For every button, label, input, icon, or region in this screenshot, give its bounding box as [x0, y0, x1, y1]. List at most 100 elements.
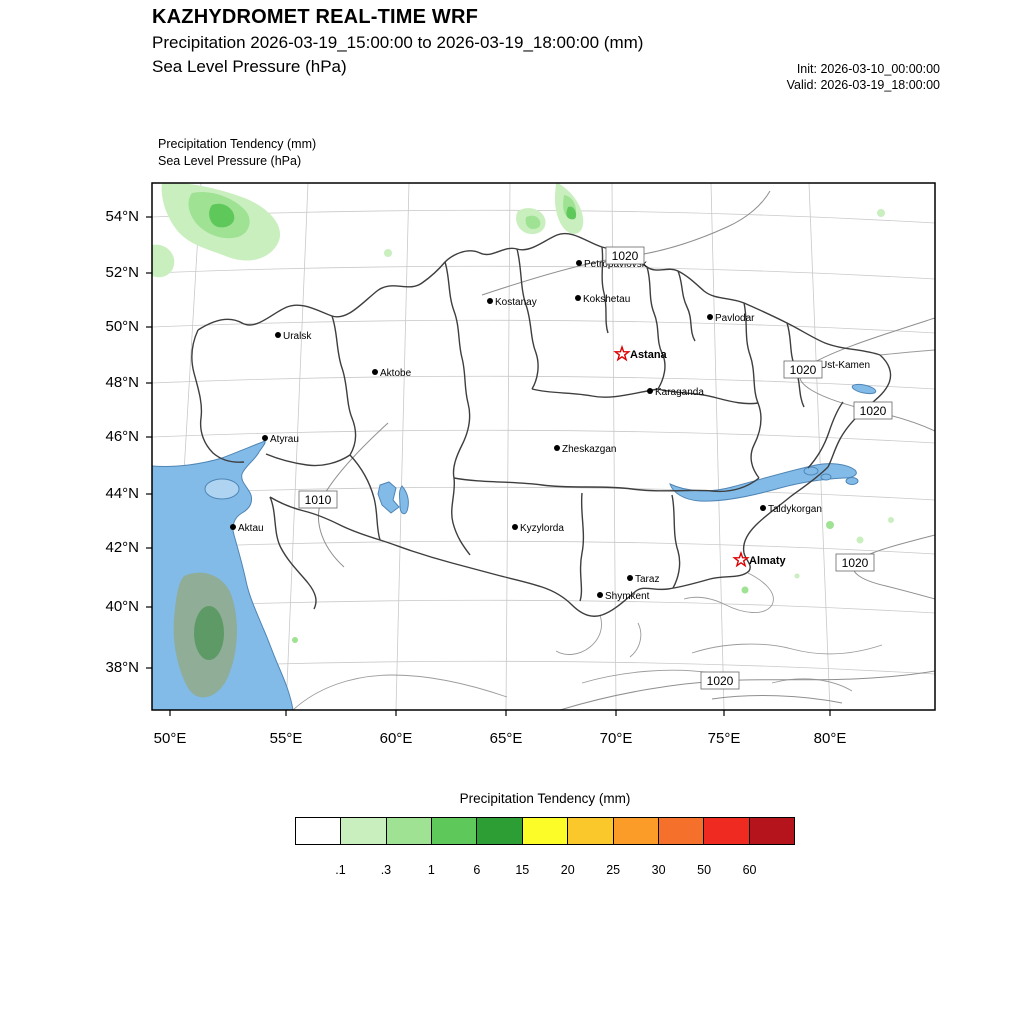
svg-text:1020: 1020 [707, 674, 734, 688]
city-dot-icon [512, 524, 518, 530]
city-petropavlovsk: Petropavlovsk [576, 259, 648, 270]
map-caption: Precipitation Tendency (mm) Sea Level Pr… [158, 136, 316, 170]
city-label: Karaganda [655, 387, 704, 398]
city-kostanay: Kostanay [487, 297, 537, 308]
colorbar-tick: 15 [515, 863, 530, 877]
svg-text:1010: 1010 [305, 493, 332, 507]
capital-star-icon [613, 344, 631, 362]
city-label: Zheskazgan [562, 444, 616, 455]
axis-ticks [146, 216, 831, 716]
lon-label: 80°E [813, 730, 847, 747]
weather-map-svg: Uralsk Aktobe Kostanay Petropavlovsk Kokshet… [146, 182, 936, 716]
city-dot-icon [597, 592, 603, 598]
init-time: Init: 2026-03-10_00:00:00 [796, 62, 940, 76]
pressure-label: 1010 [298, 490, 338, 509]
colorbar-tick: 20 [560, 863, 575, 877]
aral-sea-west [399, 485, 409, 515]
lon-label: 50°E [153, 730, 187, 747]
city-kokshetau: Kokshetau [575, 294, 630, 305]
map-frame [151, 182, 936, 711]
colorbar-box [295, 817, 342, 845]
lat-label: 52°N [105, 264, 139, 281]
page-title: KAZHYDROMET REAL-TIME WRF [152, 6, 479, 28]
lon-label: 65°E [489, 730, 523, 747]
city-dot-icon [627, 575, 633, 581]
city-label: Ust-Kamen [820, 360, 870, 371]
lat-label: 40°N [105, 598, 139, 615]
city-dot-icon [262, 435, 268, 441]
colorbar-tick: 50 [697, 863, 712, 877]
colorbar-box [476, 817, 523, 845]
lake-alakol [820, 473, 832, 481]
graticule [152, 183, 935, 710]
city-label: Aktobe [380, 368, 412, 379]
city-taldykorgan: Taldykorgan [760, 504, 822, 515]
pressure-label: 1020 [700, 671, 740, 690]
map-caption-line2: Sea Level Pressure (hPa) [158, 153, 302, 168]
latitude-axis: 54°N 52°N 50°N 48°N 46°N 44°N 42°N 40°N 38°N [80, 183, 145, 710]
pressure-label: 1020 [835, 553, 875, 572]
city-label: Atyrau [270, 434, 299, 445]
colorbar-tick: .1 [335, 863, 346, 877]
valid-time: Valid: 2026-03-19_18:00:00 [786, 77, 940, 92]
city-label: Aktau [238, 523, 264, 534]
city-dot-icon [647, 388, 653, 394]
map-caption-line1: Precipitation Tendency (mm) [158, 137, 317, 151]
city-aktau: Aktau [230, 523, 264, 534]
precip-period-subtitle: Precipitation 2026-03-19_15:00:00 to 202… [152, 33, 644, 52]
pressure-label: 1020 [783, 360, 823, 379]
city-shymkent: Shymkent [597, 591, 650, 602]
city-dot-icon [760, 505, 766, 511]
city-uralsk: Uralsk [275, 331, 312, 342]
city-label: Shymkent [605, 591, 650, 602]
colorbar-tick: 25 [606, 863, 621, 877]
colorbar-box [612, 817, 659, 845]
lat-label: 50°N [105, 318, 139, 335]
city-label: Astana [630, 349, 668, 361]
city-label: Petropavlovsk [584, 259, 648, 270]
city-label: Kyzylorda [520, 523, 564, 534]
svg-text:1020: 1020 [790, 363, 817, 377]
svg-text:1020: 1020 [612, 249, 639, 263]
map-area: Uralsk Aktobe Kostanay Petropavlovsk Kokshet… [146, 182, 936, 716]
lon-label: 75°E [707, 730, 741, 747]
colorbar-title: Precipitation Tendency (mm) [459, 791, 631, 806]
city-aktobe: Aktobe [372, 368, 412, 379]
colorbar-box [385, 817, 433, 845]
colorbar-tick: .3 [380, 863, 392, 877]
small-lake [845, 477, 859, 485]
lake-zaysan [851, 383, 877, 395]
city-label: Taldykorgan [768, 504, 822, 515]
precip-areas [152, 183, 894, 643]
colorbar-box [748, 817, 795, 845]
city-label: Taraz [635, 574, 659, 585]
lat-label: 48°N [105, 374, 139, 391]
lake-balkhash [669, 463, 857, 502]
colorbar-tick: 30 [651, 863, 666, 877]
city-kyzylorda: Kyzylorda [512, 523, 564, 534]
capital-star-icon [732, 550, 750, 568]
lon-label: 60°E [379, 730, 413, 747]
lon-label: 70°E [599, 730, 633, 747]
city-label: Kokshetau [583, 294, 630, 305]
city-astana: Astana [613, 344, 668, 362]
aral-sea [377, 481, 400, 514]
region-borders [191, 232, 892, 617]
pressure-label: 1020 [605, 246, 645, 265]
colorbar-box [567, 817, 614, 845]
city-dot-icon [575, 295, 581, 301]
pressure-label: 1020 [853, 401, 893, 420]
city-dot-icon [372, 369, 378, 375]
city-dot-icon [487, 298, 493, 304]
lat-label: 38°N [105, 659, 139, 676]
svg-text:1020: 1020 [842, 556, 869, 570]
city-dot-icon [576, 260, 582, 266]
isobars [317, 190, 935, 710]
lon-label: 55°E [269, 730, 303, 747]
lake-sasykkol [803, 466, 819, 476]
city-almaty: Almaty [732, 550, 787, 568]
city-zheskazgan: Zheskazgan [554, 444, 616, 455]
svg-text:1020: 1020 [860, 404, 887, 418]
colorbar-box [703, 817, 750, 845]
